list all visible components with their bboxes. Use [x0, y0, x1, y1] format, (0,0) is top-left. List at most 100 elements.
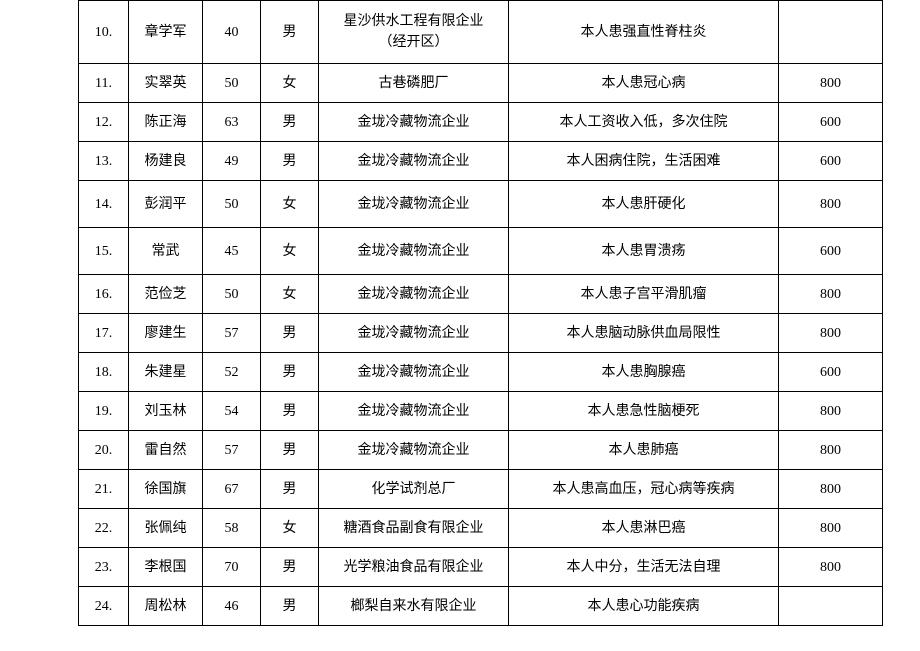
- cell-sex: 男: [261, 1, 319, 64]
- cell-unit: 光学粮油食品有限企业: [319, 548, 509, 587]
- cell-amount: 800: [779, 509, 883, 548]
- cell-index: 20.: [79, 431, 129, 470]
- cell-unit: 金垅冷藏物流企业: [319, 103, 509, 142]
- cell-index: 17.: [79, 314, 129, 353]
- table-row: 13.杨建良49男金垅冷藏物流企业本人困病住院，生活困难600: [79, 142, 883, 181]
- cell-sex: 男: [261, 103, 319, 142]
- cell-unit: 榔梨自来水有限企业: [319, 587, 509, 626]
- cell-reason: 本人患肺癌: [509, 431, 779, 470]
- cell-reason: 本人中分，生活无法自理: [509, 548, 779, 587]
- cell-amount: 600: [779, 103, 883, 142]
- page-container: 10.章学军40男星沙供水工程有限企业（经开区）本人患强直性脊柱炎11.实翠英5…: [0, 0, 920, 651]
- cell-index: 11.: [79, 64, 129, 103]
- cell-sex: 男: [261, 431, 319, 470]
- cell-index: 13.: [79, 142, 129, 181]
- table-row: 24.周松林46男榔梨自来水有限企业本人患心功能疾病: [79, 587, 883, 626]
- cell-age: 57: [203, 431, 261, 470]
- cell-reason: 本人患胸腺癌: [509, 353, 779, 392]
- cell-name: 刘玉林: [129, 392, 203, 431]
- cell-amount: 800: [779, 470, 883, 509]
- cell-name: 杨建良: [129, 142, 203, 181]
- cell-sex: 男: [261, 548, 319, 587]
- cell-index: 15.: [79, 228, 129, 275]
- cell-sex: 男: [261, 392, 319, 431]
- cell-sex: 女: [261, 275, 319, 314]
- cell-sex: 男: [261, 587, 319, 626]
- cell-age: 58: [203, 509, 261, 548]
- cell-amount: 800: [779, 64, 883, 103]
- cell-sex: 女: [261, 228, 319, 275]
- cell-age: 46: [203, 587, 261, 626]
- cell-reason: 本人患强直性脊柱炎: [509, 1, 779, 64]
- cell-age: 50: [203, 181, 261, 228]
- records-table: 10.章学军40男星沙供水工程有限企业（经开区）本人患强直性脊柱炎11.实翠英5…: [78, 0, 883, 626]
- cell-unit: 化学试剂总厂: [319, 470, 509, 509]
- cell-reason: 本人工资收入低，多次住院: [509, 103, 779, 142]
- cell-index: 16.: [79, 275, 129, 314]
- table-row: 22.张佩纯58女糖酒食品副食有限企业本人患淋巴癌800: [79, 509, 883, 548]
- cell-index: 24.: [79, 587, 129, 626]
- cell-age: 50: [203, 275, 261, 314]
- cell-sex: 女: [261, 64, 319, 103]
- cell-name: 章学军: [129, 1, 203, 64]
- cell-reason: 本人患脑动脉供血局限性: [509, 314, 779, 353]
- cell-amount: 800: [779, 314, 883, 353]
- cell-age: 49: [203, 142, 261, 181]
- cell-reason: 本人患胃溃疡: [509, 228, 779, 275]
- table-row: 12.陈正海63男金垅冷藏物流企业本人工资收入低，多次住院600: [79, 103, 883, 142]
- cell-name: 实翠英: [129, 64, 203, 103]
- cell-index: 22.: [79, 509, 129, 548]
- cell-reason: 本人患心功能疾病: [509, 587, 779, 626]
- cell-index: 23.: [79, 548, 129, 587]
- cell-age: 57: [203, 314, 261, 353]
- cell-reason: 本人困病住院，生活困难: [509, 142, 779, 181]
- cell-name: 范俭芝: [129, 275, 203, 314]
- cell-name: 廖建生: [129, 314, 203, 353]
- cell-name: 陈正海: [129, 103, 203, 142]
- cell-reason: 本人患冠心病: [509, 64, 779, 103]
- cell-reason: 本人患急性脑梗死: [509, 392, 779, 431]
- cell-index: 12.: [79, 103, 129, 142]
- cell-age: 45: [203, 228, 261, 275]
- cell-sex: 女: [261, 181, 319, 228]
- cell-age: 67: [203, 470, 261, 509]
- cell-amount: 800: [779, 548, 883, 587]
- cell-reason: 本人患肝硬化: [509, 181, 779, 228]
- cell-index: 18.: [79, 353, 129, 392]
- table-row: 20.雷自然57男金垅冷藏物流企业本人患肺癌800: [79, 431, 883, 470]
- cell-index: 14.: [79, 181, 129, 228]
- table-row: 17.廖建生57男金垅冷藏物流企业本人患脑动脉供血局限性800: [79, 314, 883, 353]
- cell-unit: 金垅冷藏物流企业: [319, 314, 509, 353]
- cell-unit: 金垅冷藏物流企业: [319, 353, 509, 392]
- cell-unit: 星沙供水工程有限企业（经开区）: [319, 1, 509, 64]
- cell-amount: [779, 587, 883, 626]
- cell-name: 常武: [129, 228, 203, 275]
- cell-reason: 本人患高血压，冠心病等疾病: [509, 470, 779, 509]
- cell-amount: 600: [779, 353, 883, 392]
- table-row: 19.刘玉林54男金垅冷藏物流企业本人患急性脑梗死800: [79, 392, 883, 431]
- cell-unit: 金垅冷藏物流企业: [319, 181, 509, 228]
- cell-reason: 本人患子宫平滑肌瘤: [509, 275, 779, 314]
- cell-sex: 男: [261, 314, 319, 353]
- cell-age: 70: [203, 548, 261, 587]
- cell-unit: 古巷磷肥厂: [319, 64, 509, 103]
- cell-sex: 男: [261, 470, 319, 509]
- cell-amount: 800: [779, 431, 883, 470]
- cell-name: 李根国: [129, 548, 203, 587]
- cell-unit: 金垅冷藏物流企业: [319, 392, 509, 431]
- table-row: 23.李根国70男光学粮油食品有限企业本人中分，生活无法自理800: [79, 548, 883, 587]
- cell-name: 周松林: [129, 587, 203, 626]
- cell-unit: 金垅冷藏物流企业: [319, 142, 509, 181]
- table-row: 14.彭润平50女金垅冷藏物流企业本人患肝硬化800: [79, 181, 883, 228]
- cell-amount: 600: [779, 228, 883, 275]
- cell-age: 54: [203, 392, 261, 431]
- cell-name: 朱建星: [129, 353, 203, 392]
- cell-unit: 金垅冷藏物流企业: [319, 275, 509, 314]
- cell-amount: 800: [779, 275, 883, 314]
- cell-unit: 糖酒食品副食有限企业: [319, 509, 509, 548]
- table-row: 18.朱建星52男金垅冷藏物流企业本人患胸腺癌600: [79, 353, 883, 392]
- cell-name: 彭润平: [129, 181, 203, 228]
- table-row: 15.常武45女金垅冷藏物流企业本人患胃溃疡600: [79, 228, 883, 275]
- cell-sex: 男: [261, 142, 319, 181]
- cell-reason: 本人患淋巴癌: [509, 509, 779, 548]
